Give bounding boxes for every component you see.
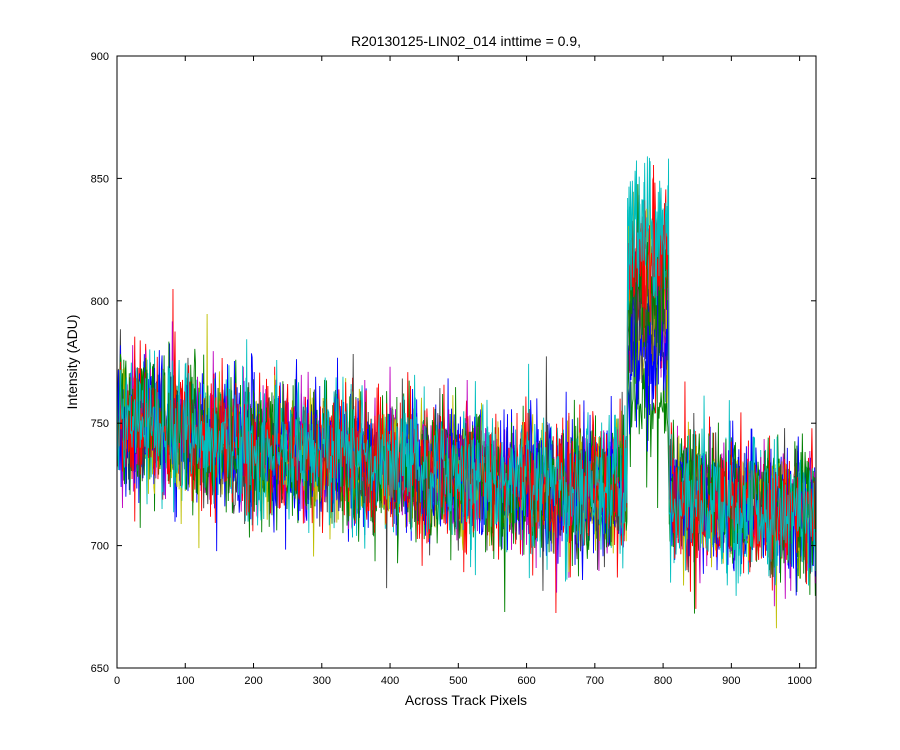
y-tick-label: 900 bbox=[91, 51, 109, 63]
y-tick-label: 700 bbox=[91, 541, 109, 553]
x-tick-label: 500 bbox=[449, 675, 467, 687]
chart-title: R20130125-LIN02_014 inttime = 0.9, bbox=[351, 33, 581, 49]
x-tick-label: 600 bbox=[517, 675, 535, 687]
plot-frame bbox=[116, 55, 817, 669]
x-tick-label: 900 bbox=[722, 675, 740, 687]
y-tick-label: 800 bbox=[91, 296, 109, 308]
x-tick-label: 0 bbox=[114, 675, 120, 687]
x-tick-label: 800 bbox=[654, 675, 672, 687]
y-tick-label: 750 bbox=[91, 418, 109, 430]
y-axis-label: Intensity (ADU) bbox=[64, 315, 80, 410]
series-layer bbox=[117, 156, 816, 629]
series-line bbox=[117, 176, 816, 609]
y-tick-label: 850 bbox=[91, 173, 109, 185]
x-tick-label: 300 bbox=[313, 675, 331, 687]
tick-layer: 0 100 200 300 400 500 600 700 800 900 1000 650 700 75… bbox=[91, 51, 816, 687]
x-tick-label: 400 bbox=[381, 675, 399, 687]
x-tick-label: 1000 bbox=[787, 675, 811, 687]
x-tick-label: 100 bbox=[176, 675, 194, 687]
x-tick-label: 700 bbox=[586, 675, 604, 687]
x-tick-label: 200 bbox=[244, 675, 262, 687]
series-line bbox=[117, 157, 816, 596]
y-tick-label: 650 bbox=[91, 663, 109, 675]
x-axis-label: Across Track Pixels bbox=[405, 692, 527, 708]
